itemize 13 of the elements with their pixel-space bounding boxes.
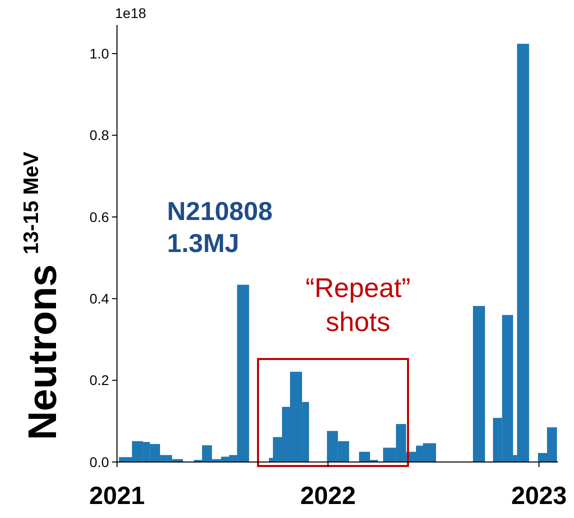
y-tick-label: 0.6	[90, 208, 110, 225]
x-tick-label: 2022	[300, 482, 356, 510]
y-tick-label: 0.0	[90, 454, 110, 470]
text: 1e18	[115, 5, 146, 21]
x-tick-label: 2023	[511, 482, 567, 510]
y-tick-label: 1.0	[90, 45, 110, 62]
y-tick-label: 0.4	[90, 290, 110, 307]
y-axis-title: Neutrons 13-15 MeV	[20, 152, 65, 440]
annotation: “Repeat” shots	[305, 273, 411, 337]
x-tick-label: 2021	[89, 482, 145, 510]
y-tick-label: 0.2	[90, 372, 110, 388]
annotation: N210808 1.3MJ	[167, 196, 273, 258]
y-tick-label: 0.8	[90, 127, 110, 144]
